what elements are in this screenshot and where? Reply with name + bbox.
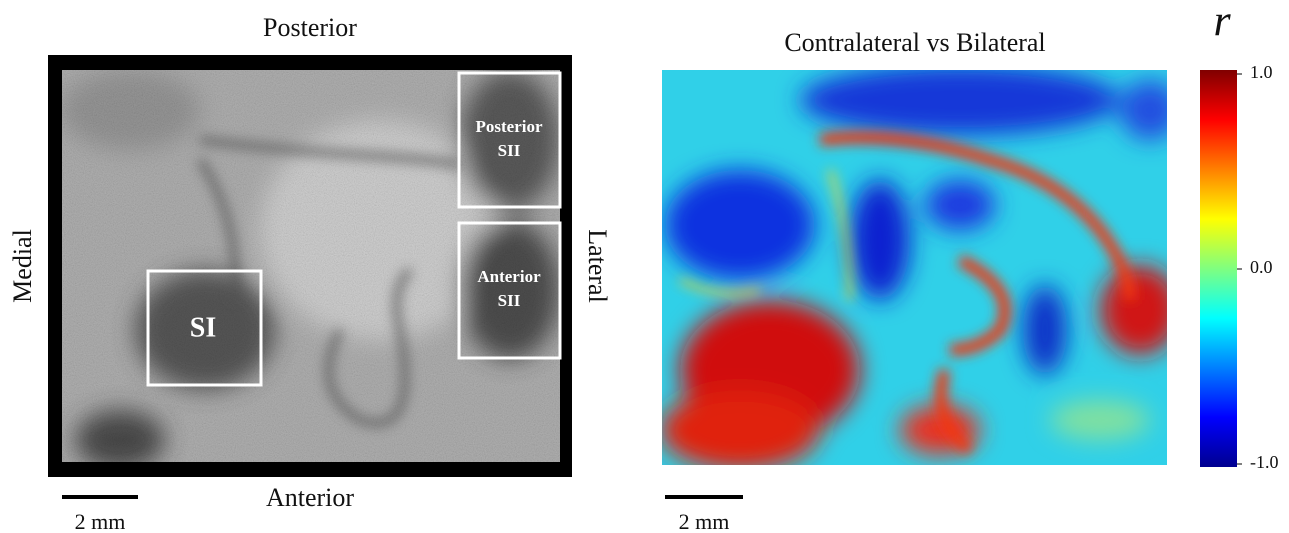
region-box: [146, 269, 263, 387]
right-panel: Contralateral vs Bilateral: [662, 0, 1279, 533]
region-label: Anterior: [477, 267, 541, 286]
region-label: Posterior: [475, 117, 542, 136]
orientation-label: Anterior: [266, 483, 354, 512]
colorbar-ticks: 1.0 0.0 -1.0: [1237, 62, 1279, 472]
region-label: SII: [498, 291, 521, 310]
panel-title: Contralateral vs Bilateral: [784, 28, 1045, 57]
region-label: SI: [190, 312, 216, 343]
orientation-label: Posterior: [263, 13, 357, 42]
correlation-map: [662, 70, 1167, 465]
scale-bar-label: 2 mm: [75, 509, 126, 533]
left-panel: Posterior SII Anterior SII SI Posterior …: [8, 13, 612, 533]
colorbar-tick-label: -1.0: [1250, 452, 1279, 472]
colorbar-tick-label: 1.0: [1250, 62, 1273, 82]
orientation-label: Lateral: [583, 229, 612, 303]
colorbar-tick-label: 0.0: [1250, 257, 1273, 277]
colorbar: [1200, 70, 1237, 467]
region-box: [457, 221, 562, 360]
region-box: [457, 71, 562, 209]
colorbar-label: r: [1213, 0, 1231, 45]
scale-bar-label: 2 mm: [679, 509, 730, 533]
orientation-label: Medial: [8, 229, 37, 303]
region-label: SII: [498, 141, 521, 160]
optical-image: [62, 70, 560, 462]
